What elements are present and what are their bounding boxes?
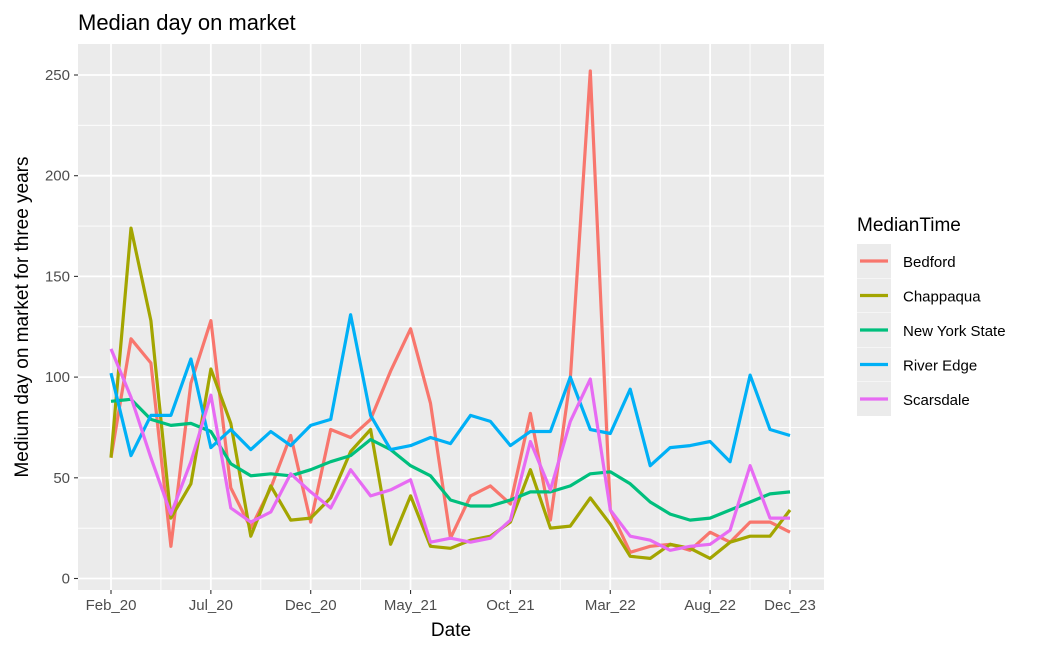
x-tick-label: Mar_22 (585, 597, 636, 614)
series-line-new-york-state (110, 397, 791, 522)
y-tick-label: 200 (45, 168, 70, 185)
legend-label-river-edge: River Edge (903, 358, 977, 375)
plot-panel (78, 44, 824, 590)
series-line-scarsdale (109, 348, 790, 552)
x-tick-label: Oct_21 (486, 597, 534, 614)
series-line-river-edge (109, 313, 791, 468)
x-tick-label: Dec_23 (764, 597, 816, 614)
x-tick-label: Jul_20 (189, 597, 233, 614)
legend-label-chappaqua: Chappaqua (903, 289, 981, 306)
y-tick-label: 150 (45, 268, 70, 285)
x-tick-label: Feb_20 (86, 597, 137, 614)
legend: Bedford Chappaqua New York State River Edge… (857, 244, 1006, 416)
y-axis-title: Medium day on market for three years (12, 156, 33, 477)
y-tick-label: 100 (45, 369, 70, 386)
x-axis: Feb_20 Jul_20 Dec_20 May_21 Oct_21 Mar_22 Aug_… (86, 590, 816, 614)
y-tick-label: 50 (53, 470, 70, 487)
legend-label-new-york-state: New York State (903, 323, 1006, 340)
y-tick-label: 250 (45, 67, 70, 84)
x-tick-label: May_21 (384, 597, 437, 614)
legend-label-bedford: Bedford (903, 254, 956, 271)
x-tick-label: Aug_22 (684, 597, 736, 614)
legend-label-scarsdale: Scarsdale (903, 392, 970, 409)
y-axis: 0 50 100 150 200 250 (45, 67, 78, 588)
x-axis-title: Date (431, 620, 471, 641)
x-tick-label: Dec_20 (285, 597, 337, 614)
series-line-chappaqua (109, 226, 792, 561)
legend-title: MedianTime (857, 215, 961, 236)
chart-title: Median day on market (78, 10, 296, 35)
series-lines (109, 69, 792, 561)
y-tick-label: 0 (62, 571, 70, 588)
